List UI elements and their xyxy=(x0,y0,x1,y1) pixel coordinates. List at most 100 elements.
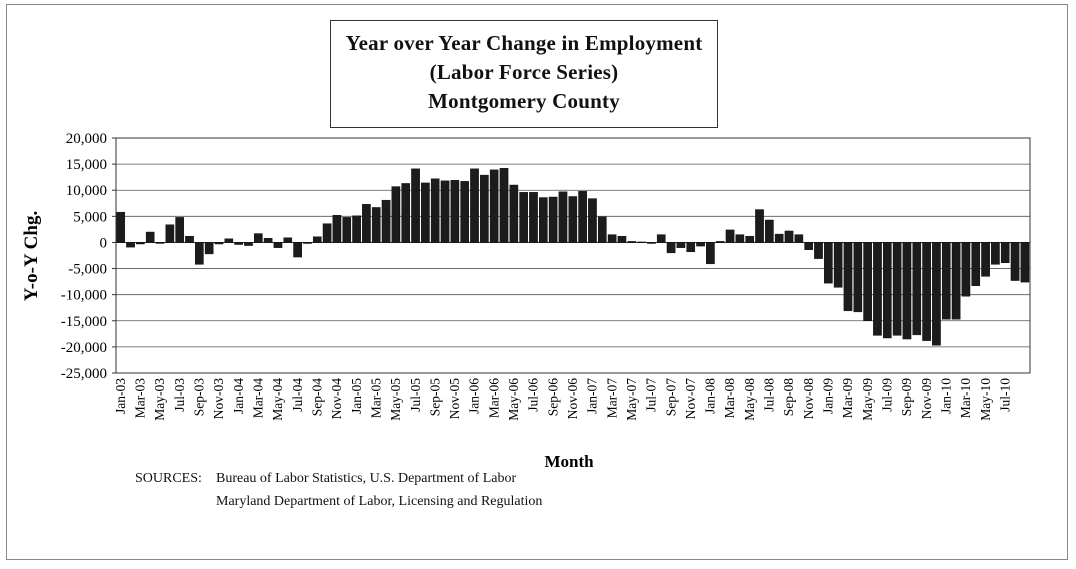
source-maryland-dllr: Maryland Department of Labor, Licensing … xyxy=(216,494,543,509)
x-tick-label: Nov-06 xyxy=(565,378,580,419)
bar xyxy=(991,242,1000,265)
x-tick-label: Jan-07 xyxy=(585,378,600,414)
bar xyxy=(873,242,882,336)
x-tick-label: Mar-04 xyxy=(251,378,266,418)
bar xyxy=(489,169,499,243)
x-tick-label: Jul-07 xyxy=(644,378,659,412)
bar xyxy=(892,242,902,336)
bar xyxy=(253,233,263,243)
bar xyxy=(195,242,204,265)
bar xyxy=(332,215,342,243)
bar xyxy=(647,242,656,244)
bar xyxy=(312,236,322,243)
bar xyxy=(715,241,725,243)
x-tick-label: Jan-10 xyxy=(938,378,953,414)
x-tick-labels: Jan-03 Mar-03 May-03 Jul-03 Sep-03 Nov-03 Jan-… xyxy=(113,378,1013,421)
bar xyxy=(401,183,411,243)
bar xyxy=(961,242,971,297)
bar xyxy=(273,242,283,248)
x-tick-label: May-10 xyxy=(978,378,993,421)
bar xyxy=(735,234,745,243)
bar xyxy=(853,242,863,313)
bar xyxy=(263,238,273,243)
x-tick-label: Jul-04 xyxy=(290,378,305,412)
bar xyxy=(165,224,175,243)
bar xyxy=(244,242,253,246)
y-tick-label: 15,000 xyxy=(66,157,107,173)
x-tick-label: Mar-03 xyxy=(133,378,148,418)
bar xyxy=(656,234,666,243)
x-tick-label: Jul-10 xyxy=(997,378,1012,412)
x-tick-label: Nov-05 xyxy=(447,378,462,419)
bar xyxy=(234,242,243,245)
bar xyxy=(411,168,420,243)
bar xyxy=(696,242,705,247)
x-tick-label: May-09 xyxy=(860,378,875,421)
bar xyxy=(981,242,990,277)
bar xyxy=(637,241,646,243)
x-tick-label: May-03 xyxy=(152,378,167,421)
x-tick-label: Nov-07 xyxy=(683,378,698,419)
bar xyxy=(548,196,558,243)
x-tick-label: Nov-08 xyxy=(801,378,816,419)
bar xyxy=(824,242,833,284)
bar xyxy=(185,235,194,243)
x-tick-label: Jan-03 xyxy=(113,378,128,414)
bar xyxy=(863,242,872,321)
x-tick-label: May-04 xyxy=(270,378,285,421)
x-tick-label: Mar-05 xyxy=(368,378,383,418)
bar xyxy=(371,207,381,243)
y-tick-label: 10,000 xyxy=(66,183,107,199)
x-tick-label: Jul-03 xyxy=(172,378,187,412)
chart-title-line-2: (Labor Force Series) xyxy=(429,60,619,84)
bar xyxy=(175,217,184,243)
x-tick-label: Jan-06 xyxy=(467,378,482,414)
bar xyxy=(342,217,352,243)
bar xyxy=(352,215,361,243)
bar xyxy=(597,216,607,243)
x-tick-label: May-07 xyxy=(624,378,639,421)
y-tick-label: -20,000 xyxy=(61,340,107,356)
bar xyxy=(470,168,479,243)
x-tick-label: Sep-08 xyxy=(781,378,796,416)
y-tick-label: -10,000 xyxy=(61,288,107,304)
bar xyxy=(126,242,135,248)
bar xyxy=(578,191,587,243)
bar xyxy=(676,242,686,248)
x-tick-label: May-05 xyxy=(388,378,403,421)
x-tick-label: Jan-04 xyxy=(231,378,246,414)
bar xyxy=(588,198,597,243)
bar xyxy=(293,242,302,258)
bar xyxy=(932,242,941,346)
x-tick-label: Jan-05 xyxy=(349,378,364,414)
bar xyxy=(784,230,794,243)
bar xyxy=(1000,242,1010,264)
bar xyxy=(529,192,538,243)
bar xyxy=(460,181,470,243)
bar xyxy=(617,235,627,243)
x-tick-label: Jan-09 xyxy=(821,378,836,414)
x-tick-label: Jul-06 xyxy=(526,378,541,412)
x-tick-label: Mar-09 xyxy=(840,378,855,418)
bar xyxy=(558,191,568,243)
chart-title-line-3: Montgomery County xyxy=(428,89,620,113)
y-tick-label: -15,000 xyxy=(61,314,107,330)
bar xyxy=(1010,242,1020,281)
bar xyxy=(450,180,460,243)
bar xyxy=(322,223,332,243)
bar xyxy=(145,231,155,243)
bar xyxy=(381,199,391,243)
plot-area-border xyxy=(115,137,1031,374)
x-tick-label: Sep-07 xyxy=(663,378,678,416)
x-tick-label: Mar-07 xyxy=(604,378,619,418)
source-bls: Bureau of Labor Statistics, U.S. Departm… xyxy=(216,471,517,486)
bar xyxy=(627,241,637,243)
bar xyxy=(745,235,755,243)
bar xyxy=(814,242,823,259)
x-tick-label: Nov-09 xyxy=(919,378,934,419)
bar xyxy=(971,242,981,286)
bar xyxy=(1020,242,1030,283)
chart-title-box: Year over Year Change in Employment (Lab… xyxy=(330,20,718,128)
x-tick-label: Mar-10 xyxy=(958,378,973,418)
bars xyxy=(116,168,1030,346)
